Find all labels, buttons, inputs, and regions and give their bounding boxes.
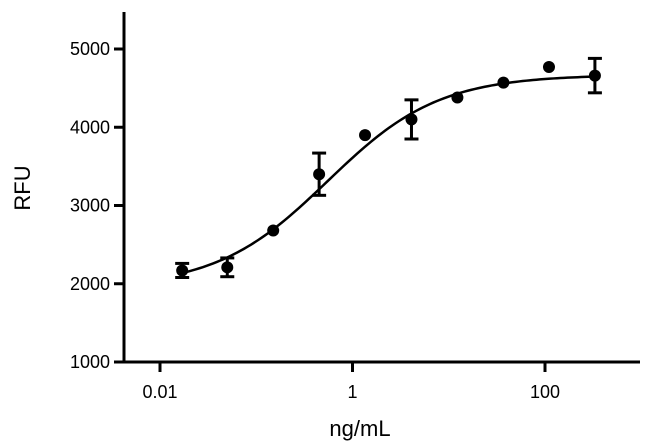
fit-curve bbox=[181, 75, 595, 275]
y-tick-label-1000: 1000 bbox=[70, 352, 110, 372]
x-tick-label-100: 100 bbox=[530, 382, 560, 402]
data-point-3 bbox=[313, 168, 326, 181]
data-point-5 bbox=[405, 113, 418, 126]
x-ticks: 0.01 1 100 bbox=[142, 362, 560, 402]
error-bars bbox=[175, 56, 602, 279]
data-point-0 bbox=[176, 264, 189, 277]
y-ticks: 1000 2000 3000 4000 5000 bbox=[70, 39, 124, 372]
data-points bbox=[176, 60, 601, 277]
data-point-4 bbox=[359, 129, 372, 142]
y-tick-label-4000: 4000 bbox=[70, 117, 110, 137]
data-point-1 bbox=[221, 261, 234, 274]
x-tick-label-1: 1 bbox=[347, 382, 357, 402]
data-point-7 bbox=[497, 76, 510, 89]
x-axis-title: ng/mL bbox=[329, 416, 390, 441]
data-point-6 bbox=[451, 91, 464, 104]
y-tick-label-2000: 2000 bbox=[70, 274, 110, 294]
x-tick-label-0.01: 0.01 bbox=[142, 382, 177, 402]
data-point-9 bbox=[588, 69, 601, 82]
y-tick-label-5000: 5000 bbox=[70, 39, 110, 59]
data-point-8 bbox=[542, 60, 555, 73]
y-tick-label-3000: 3000 bbox=[70, 196, 110, 216]
y-axis-title: RFU bbox=[10, 165, 35, 210]
data-point-2 bbox=[267, 224, 280, 237]
